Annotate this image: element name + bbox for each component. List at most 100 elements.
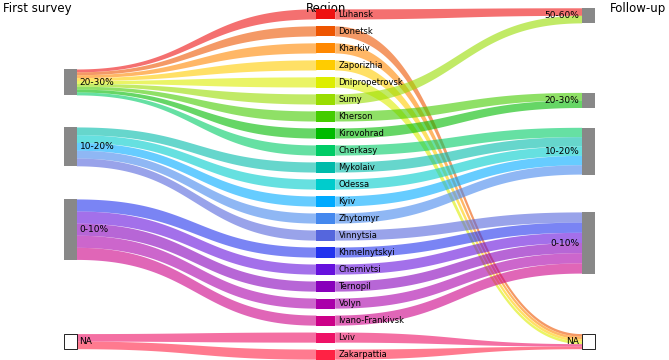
Text: Zaporizhia: Zaporizhia (339, 61, 383, 70)
Polygon shape (77, 151, 316, 224)
Polygon shape (335, 77, 582, 344)
Bar (316, 230, 335, 240)
Bar (582, 334, 595, 349)
Polygon shape (77, 26, 316, 75)
Bar (316, 60, 335, 71)
Polygon shape (335, 156, 582, 207)
Polygon shape (77, 212, 316, 275)
Polygon shape (77, 342, 316, 360)
Bar (316, 77, 335, 87)
Bar (64, 334, 77, 349)
Polygon shape (77, 143, 316, 207)
Polygon shape (335, 222, 582, 258)
Bar (316, 9, 335, 19)
Polygon shape (335, 212, 582, 240)
Polygon shape (335, 16, 582, 104)
Text: Mykolaiv: Mykolaiv (339, 163, 375, 172)
Text: 0-10%: 0-10% (550, 238, 579, 248)
Polygon shape (77, 224, 316, 292)
Polygon shape (77, 77, 316, 87)
Text: Dnipropetrovsk: Dnipropetrovsk (339, 78, 403, 87)
Polygon shape (335, 165, 582, 224)
Polygon shape (77, 158, 316, 240)
Bar (316, 333, 335, 343)
Polygon shape (335, 60, 582, 342)
Bar (64, 69, 77, 95)
Text: First survey: First survey (3, 2, 72, 15)
Text: 10-20%: 10-20% (545, 147, 579, 156)
Polygon shape (335, 347, 582, 360)
Text: Khmelnytskyi: Khmelnytskyi (339, 248, 395, 257)
Text: 0-10%: 0-10% (80, 225, 109, 234)
Bar (316, 197, 335, 207)
Bar (316, 111, 335, 122)
Polygon shape (77, 199, 316, 258)
Polygon shape (77, 9, 316, 72)
Polygon shape (77, 127, 316, 172)
Bar (316, 162, 335, 172)
Polygon shape (335, 26, 582, 337)
Bar (64, 199, 77, 260)
Bar (316, 179, 335, 190)
Polygon shape (77, 60, 316, 81)
Bar (316, 94, 335, 104)
Polygon shape (335, 333, 582, 347)
Polygon shape (335, 137, 582, 172)
Bar (582, 212, 595, 274)
Text: Odessa: Odessa (339, 180, 370, 189)
Polygon shape (77, 87, 316, 122)
Bar (582, 8, 595, 23)
Polygon shape (77, 135, 316, 190)
Text: Kirovohrad: Kirovohrad (339, 129, 385, 138)
Text: Sumy: Sumy (339, 95, 363, 104)
Bar (316, 350, 335, 360)
Polygon shape (77, 333, 316, 343)
Bar (316, 145, 335, 156)
Text: Cherkasy: Cherkasy (339, 146, 378, 155)
Polygon shape (335, 264, 582, 326)
Bar (316, 265, 335, 275)
Text: 10-20%: 10-20% (80, 142, 114, 151)
Polygon shape (335, 100, 582, 139)
Text: 20-30%: 20-30% (545, 96, 579, 105)
Text: Kyiv: Kyiv (339, 197, 356, 206)
Bar (316, 213, 335, 224)
Bar (316, 298, 335, 309)
Bar (582, 128, 595, 175)
Polygon shape (77, 248, 316, 326)
Bar (64, 127, 77, 166)
Polygon shape (77, 43, 316, 78)
Polygon shape (335, 93, 582, 122)
Polygon shape (335, 243, 582, 292)
Text: Luhansk: Luhansk (339, 10, 373, 19)
Polygon shape (77, 93, 316, 156)
Polygon shape (335, 147, 582, 190)
Text: Follow-up: Follow-up (609, 2, 666, 15)
Polygon shape (77, 84, 316, 104)
Text: Kharkiv: Kharkiv (339, 44, 370, 53)
Text: Zakarpattia: Zakarpattia (339, 350, 387, 359)
Text: NA: NA (80, 337, 92, 346)
Text: 20-30%: 20-30% (80, 78, 114, 87)
Text: 50-60%: 50-60% (545, 11, 579, 20)
Text: Region: Region (306, 2, 346, 15)
Polygon shape (335, 233, 582, 275)
Bar (316, 247, 335, 258)
Polygon shape (335, 253, 582, 309)
Polygon shape (77, 90, 316, 139)
Text: NA: NA (567, 337, 579, 346)
Text: Ivano-Frankivsk: Ivano-Frankivsk (339, 316, 405, 325)
Polygon shape (335, 43, 582, 339)
Text: Donetsk: Donetsk (339, 27, 373, 36)
Text: Lviv: Lviv (339, 333, 355, 342)
Bar (316, 129, 335, 139)
Polygon shape (335, 8, 582, 19)
Bar (582, 93, 595, 108)
Bar (316, 43, 335, 54)
Text: Kherson: Kherson (339, 112, 373, 121)
Bar (316, 282, 335, 292)
Polygon shape (77, 236, 316, 309)
Polygon shape (335, 128, 582, 156)
Bar (316, 26, 335, 36)
Text: Zhytomyr: Zhytomyr (339, 214, 379, 223)
